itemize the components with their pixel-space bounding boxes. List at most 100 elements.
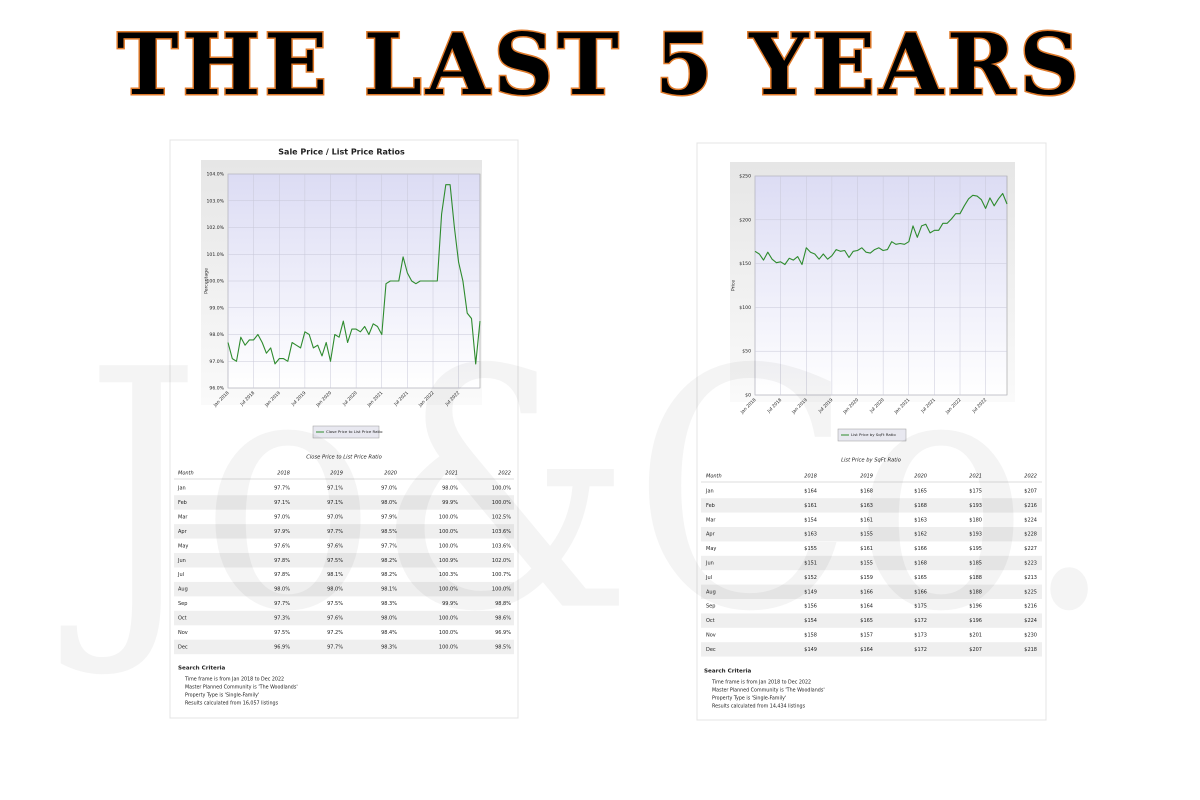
criteria-title: Search Criteria [178, 666, 226, 672]
table-cell: 97.0% [274, 514, 290, 520]
row-band [174, 495, 514, 510]
table-cell: Apr [706, 532, 716, 538]
table-cell: 98.5% [495, 644, 511, 650]
y-tick-label: $150 [739, 261, 751, 267]
table-cell: 97.9% [381, 514, 397, 520]
table-cell: 97.6% [327, 543, 343, 549]
table-title: List Price by SqFt Ratio [841, 458, 901, 464]
table-cell: $164 [804, 489, 817, 495]
row-band [174, 581, 514, 597]
row-band [174, 610, 514, 626]
row-band [701, 527, 1042, 542]
y-tick-label: 102.0% [206, 225, 224, 231]
table-cell: 100.0% [439, 529, 458, 535]
table-cell: 97.0% [327, 514, 343, 520]
table-cell: 100.0% [439, 644, 458, 650]
table-cell: $225 [1024, 589, 1037, 595]
table-cell: $175 [914, 604, 927, 610]
table-cell: 100.0% [439, 543, 458, 549]
row-band [701, 498, 1042, 513]
table-cell: 97.7% [327, 644, 343, 650]
table-cell: Feb [706, 503, 715, 509]
column-header: 2020 [914, 474, 927, 480]
table-cell: 97.1% [274, 500, 290, 506]
table-cell: 99.9% [442, 601, 458, 607]
row-band [174, 524, 514, 539]
table-cell: 97.5% [327, 558, 343, 564]
table-cell: 98.0% [381, 500, 397, 506]
table-cell: 100.9% [439, 558, 458, 564]
table-cell: 98.0% [442, 486, 458, 492]
table-cell: 98.1% [381, 587, 397, 593]
table-cell: $166 [860, 589, 873, 595]
table-cell: 102.5% [492, 514, 511, 520]
data-line [754, 192, 1008, 266]
table-cell: 98.2% [381, 558, 397, 564]
table-cell: 97.8% [274, 558, 290, 564]
y-axis-label: Price [731, 280, 737, 291]
table-cell: Sep [706, 604, 715, 610]
column-header: 2019 [860, 474, 873, 480]
table-cell: Jan [705, 489, 714, 495]
table-cell: 98.1% [327, 572, 343, 578]
table-cell: 100.0% [439, 630, 458, 636]
table-cell: $155 [860, 561, 873, 567]
table-cell: $188 [969, 589, 982, 595]
table-cell: $230 [1024, 633, 1037, 639]
table-cell: Aug [178, 587, 188, 593]
table-cell: $175 [969, 489, 982, 495]
table-cell: 97.3% [274, 616, 290, 622]
table-cell: 100.0% [492, 500, 511, 506]
table-cell: $168 [914, 503, 927, 509]
table-cell: $165 [860, 618, 873, 624]
y-tick-label: $50 [742, 349, 751, 355]
table-cell: $163 [914, 517, 927, 523]
table-cell: $224 [1024, 517, 1037, 523]
table-cell: 96.9% [495, 630, 511, 636]
table-cell: 98.2% [381, 572, 397, 578]
row-band [701, 613, 1042, 628]
legend-label: List Price by SqFt Ratio [851, 432, 896, 437]
table-cell: Dec [706, 647, 716, 653]
column-header: 2018 [804, 474, 817, 480]
table-cell: Jul [177, 572, 184, 578]
y-tick-label: $0 [745, 393, 751, 399]
criteria-line: Results calculated from 14,434 listings [712, 704, 806, 710]
table-cell: $158 [804, 633, 817, 639]
row-band [701, 584, 1042, 599]
table-cell: 98.3% [381, 601, 397, 607]
table-cell: $151 [804, 561, 817, 567]
column-header: 2018 [277, 471, 290, 477]
table-cell: $164 [860, 647, 873, 653]
y-tick-label: $200 [739, 217, 751, 223]
table-cell: 97.5% [327, 601, 343, 607]
table-cell: $193 [969, 532, 982, 538]
table-cell: 98.0% [327, 587, 343, 593]
table-cell: 98.4% [381, 630, 397, 636]
table-cell: 98.5% [381, 529, 397, 535]
table-cell: Dec [178, 644, 188, 650]
y-tick-label: 97.0% [209, 359, 224, 365]
criteria-line: Time frame is from Jan 2018 to Dec 2022 [184, 677, 284, 683]
row-band [701, 642, 1042, 657]
row-band [701, 555, 1042, 571]
table-cell: $165 [914, 575, 927, 581]
table-cell: $165 [914, 489, 927, 495]
table-cell: 97.1% [327, 486, 343, 492]
chart-title: Sale Price / List Price Ratios [278, 148, 405, 157]
column-header: 2022 [498, 471, 511, 477]
criteria-title: Search Criteria [704, 669, 752, 675]
column-header: 2021 [445, 471, 458, 477]
table-cell: 100.0% [492, 587, 511, 593]
table-cell: $185 [969, 561, 982, 567]
table-cell: $152 [804, 575, 817, 581]
table-cell: 100.0% [492, 486, 511, 492]
table-cell: 97.8% [274, 572, 290, 578]
table-cell: Jan [177, 486, 186, 492]
table-cell: 98.0% [274, 587, 290, 593]
legend-box [837, 428, 907, 442]
table-cell: 97.0% [381, 486, 397, 492]
table-cell: Oct [178, 616, 187, 622]
table-cell: $163 [860, 503, 873, 509]
criteria-line: Master Planned Community is 'The Woodlan… [712, 688, 825, 694]
